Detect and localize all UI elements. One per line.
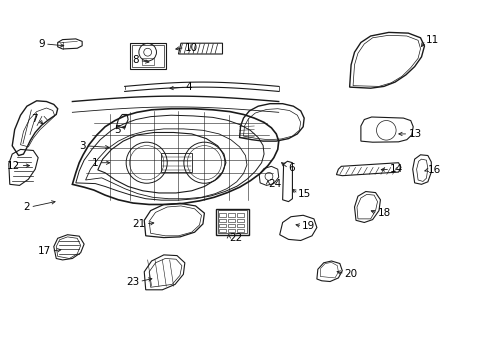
Text: 18: 18 xyxy=(377,208,390,218)
Bar xyxy=(132,45,163,67)
Text: 6: 6 xyxy=(288,163,295,174)
Text: 13: 13 xyxy=(407,129,421,139)
Text: 14: 14 xyxy=(389,164,403,174)
Bar xyxy=(142,58,153,65)
Bar xyxy=(218,210,247,233)
Text: 8: 8 xyxy=(132,55,139,66)
Text: 24: 24 xyxy=(267,179,281,189)
Text: 9: 9 xyxy=(38,39,45,49)
Text: 7: 7 xyxy=(31,114,38,124)
Bar xyxy=(227,219,234,222)
Text: 19: 19 xyxy=(302,221,315,231)
Bar xyxy=(227,224,234,227)
Text: 20: 20 xyxy=(344,269,357,279)
Text: 5: 5 xyxy=(114,125,121,135)
Bar xyxy=(129,43,166,69)
Text: 16: 16 xyxy=(427,165,440,175)
Bar xyxy=(236,229,243,232)
Text: 23: 23 xyxy=(126,276,139,287)
Bar xyxy=(216,209,249,235)
Text: 15: 15 xyxy=(298,189,311,199)
Text: 2: 2 xyxy=(23,202,30,212)
Text: 1: 1 xyxy=(92,158,99,168)
Text: 21: 21 xyxy=(132,219,145,229)
Bar xyxy=(236,224,243,227)
Text: 4: 4 xyxy=(185,82,192,92)
Bar xyxy=(161,153,191,172)
Text: 12: 12 xyxy=(7,161,20,171)
Text: 10: 10 xyxy=(184,42,198,53)
Bar xyxy=(219,229,225,232)
Bar xyxy=(227,213,234,217)
Bar xyxy=(219,213,225,217)
Bar xyxy=(219,224,225,227)
Bar xyxy=(219,219,225,222)
Text: 22: 22 xyxy=(228,233,242,243)
Bar xyxy=(227,229,234,232)
Text: 17: 17 xyxy=(38,246,51,256)
Text: 3: 3 xyxy=(79,141,85,151)
Bar xyxy=(236,219,243,222)
Bar xyxy=(236,213,243,217)
Text: 11: 11 xyxy=(425,35,438,45)
